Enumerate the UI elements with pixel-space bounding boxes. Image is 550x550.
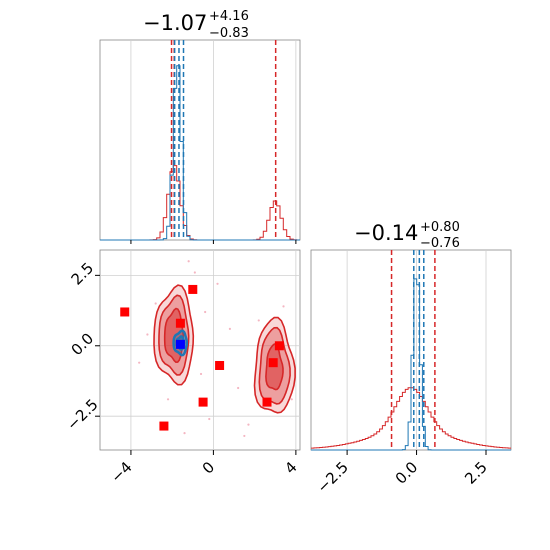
truth-marker-blue	[175, 339, 185, 349]
scatter-panel	[99, 249, 301, 451]
truth-marker-red	[268, 358, 278, 368]
scatter-sample-point	[199, 372, 203, 376]
scatter-sample-point	[187, 260, 190, 263]
hist-y-title-sup: +0.80	[420, 220, 460, 235]
truth-marker-red	[120, 307, 130, 317]
scatter-sample-point	[166, 398, 170, 401]
truth-marker-red	[215, 360, 225, 370]
scatter-sample-point	[290, 398, 293, 401]
hist-x-series-1	[100, 65, 300, 241]
scatter-sample-point	[228, 327, 231, 330]
hist-y-title: −0.14	[354, 221, 418, 245]
hist-x-title: −1.07	[143, 11, 207, 35]
scatter-sample-point	[193, 271, 196, 274]
hist-x-panel	[99, 39, 301, 241]
scatter-sample-point	[247, 423, 250, 426]
scatter-sample-point	[204, 310, 207, 314]
truth-marker-red	[274, 341, 284, 351]
scatter-sample-point	[237, 386, 240, 390]
truth-marker-red	[188, 284, 198, 294]
hist-y-title-value: −0.14	[354, 221, 418, 245]
scatter-xtick-label: 0	[199, 458, 218, 477]
scatter-sample-point	[216, 282, 219, 285]
scatter-ytick-label: 2.5	[68, 259, 98, 289]
truth-marker-red	[198, 397, 208, 407]
scatter-sample-point	[208, 417, 211, 421]
scatter-sample-point	[138, 361, 141, 364]
hist-x-content	[100, 40, 300, 241]
hist-y-xtick-label: 0.0	[392, 458, 422, 488]
scatter-xtick-label: −4	[107, 458, 135, 486]
scatter-sample-point	[243, 434, 246, 438]
hist-x-title-sub: −0.83	[209, 26, 249, 41]
truth-marker-red	[262, 397, 272, 407]
scatter-sample-point	[154, 302, 157, 305]
hist-x-title-sup: +4.16	[209, 9, 249, 24]
scatter-ytick-label: −2.5	[63, 395, 101, 433]
scatter-ytick-label: 0.0	[68, 329, 98, 359]
scatter-sample-point	[183, 431, 186, 435]
scatter-content	[120, 260, 296, 438]
truth-marker-red	[175, 318, 185, 328]
hist-y-content	[311, 250, 511, 451]
truth-marker-red	[159, 421, 169, 431]
scatter-xtick-label: 4	[281, 458, 300, 477]
hist-y-xtick-label: −2.5	[313, 458, 351, 496]
hist-y-xtick-label: 2.5	[461, 458, 491, 488]
grid-lines	[100, 40, 487, 450]
hist-y-panel	[310, 249, 512, 451]
scatter-sample-point	[146, 333, 149, 336]
scatter-sample-point	[282, 305, 285, 308]
hist-y-title-sub: −0.76	[420, 236, 460, 251]
scatter-sample-point	[257, 319, 260, 322]
hist-x-title-value: −1.07	[143, 11, 207, 35]
